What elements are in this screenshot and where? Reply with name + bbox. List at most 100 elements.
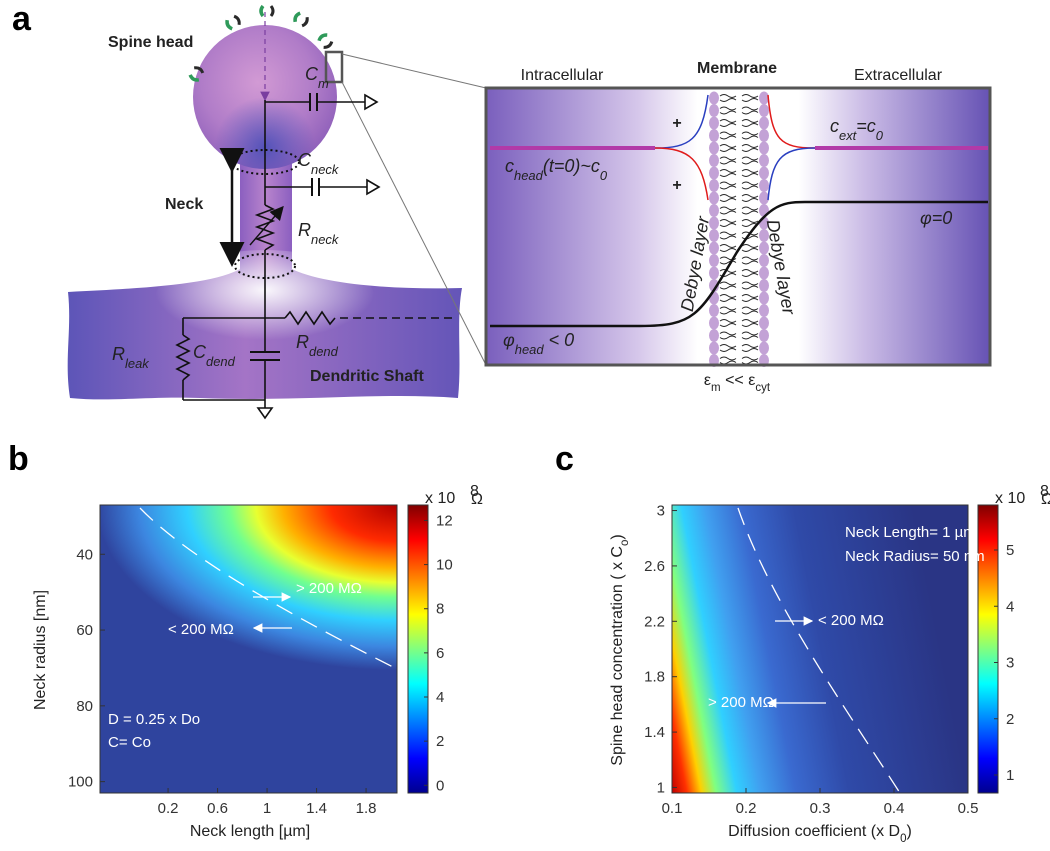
x-tick-label: 0.5 (958, 800, 979, 817)
text-part: b (8, 440, 29, 478)
text-part: Diffusion coefficient (x D (728, 823, 900, 840)
y-axis-label: Spine head concentration ( x Co) (609, 534, 631, 765)
annotation: D = 0.25 x Do (108, 711, 200, 728)
subscript: head (515, 342, 545, 357)
text-part: D = 0.25 x Do (108, 711, 200, 728)
lipid-head (759, 266, 769, 280)
lipid-head (709, 304, 719, 317)
lipid-head (709, 316, 719, 330)
subscript: m (711, 382, 721, 394)
receptor-part (317, 33, 328, 42)
potential-curve (490, 200, 988, 328)
lipid-head (709, 229, 719, 242)
lipid-head (709, 216, 719, 230)
neck-boundary (234, 253, 296, 279)
text-part: Neck Radius= 50 nm (845, 548, 985, 565)
y-tick-label: 2.6 (644, 558, 665, 575)
lipid-head (709, 104, 719, 117)
text-part: c (505, 156, 514, 176)
subscript: 0 (600, 168, 608, 183)
colorbar-unit: Ω (471, 491, 483, 508)
subscript: 0 (876, 128, 884, 143)
text-part: Neck (165, 196, 203, 213)
lipid-tail (719, 356, 759, 365)
text-part: C (193, 342, 207, 362)
lipid-head (709, 116, 719, 130)
receptor-part (233, 14, 241, 26)
c-ext-label: cext=c0 (830, 116, 884, 143)
text-part: Neck radius [nm] (32, 590, 49, 710)
text-part: x 10 (425, 490, 455, 507)
panel-label: b (8, 440, 29, 478)
text-part: + (672, 115, 681, 132)
annotation: C= Co (108, 734, 151, 751)
spine-head-label: Spine head (108, 34, 193, 51)
subscript: neck (311, 232, 340, 247)
receptor-part (225, 19, 233, 31)
resistor-r-dend (284, 310, 336, 326)
subscript: m (318, 76, 329, 91)
colorbar (977, 504, 999, 794)
heatmap (100, 505, 397, 793)
lipid-head (709, 266, 719, 280)
text-part: φ=0 (920, 208, 952, 228)
x-tick-label: 1 (263, 800, 271, 817)
colorbar-exponent: 8 (470, 483, 479, 500)
lipid-tail (719, 156, 759, 165)
x-tick-label: 1.8 (356, 800, 377, 817)
subscript: cyt (755, 382, 771, 394)
subscript: 0 (900, 833, 906, 845)
shaft-label: Dendritic Shaft (310, 368, 424, 385)
colorbar-tick-label: 0 (436, 777, 444, 794)
lipid-head (759, 129, 769, 142)
colorbar-unit: Ω (1041, 491, 1050, 508)
text-part: ε (704, 372, 711, 389)
lipid-tail (719, 294, 759, 302)
text-part: C (298, 150, 312, 170)
colorbar-tick-label: 6 (436, 645, 444, 662)
colorbar-tick-label: 5 (1006, 542, 1014, 559)
plot-frame (99, 504, 398, 794)
receptor-part (301, 16, 309, 28)
colorbar-tick-label: 2 (436, 733, 444, 750)
lipid-head (709, 329, 719, 342)
lipid-head (759, 241, 769, 255)
annotation: Neck Length= 1 µm (845, 524, 976, 541)
zoom-line (341, 53, 487, 89)
x-axis-label: Neck length [µm] (190, 823, 310, 840)
lipid-tail (719, 181, 759, 190)
circuit-label: Rdend (296, 332, 339, 359)
y-tick-label: 1.4 (644, 724, 665, 741)
colorbar-tick-label: 12 (436, 512, 453, 529)
y-tick-label: 40 (76, 546, 93, 563)
lipid-tail (719, 244, 759, 252)
colorbar (407, 504, 429, 794)
lipid-head (759, 166, 769, 180)
text-part: ) (907, 823, 912, 840)
lipid-head (709, 279, 719, 292)
lipid-tail (719, 206, 759, 215)
text-part: Ω (471, 491, 483, 508)
subscript: head (514, 168, 544, 183)
y-tick-label: 2.2 (644, 613, 665, 630)
colorbar-tick-label: 1 (1006, 767, 1014, 784)
lipid-head (759, 304, 769, 317)
lipid-head (709, 254, 719, 267)
x-tick-label: 0.1 (662, 800, 683, 817)
colorbar-exponent: 8 (1040, 483, 1049, 500)
phi-head-label: φhead < 0 (503, 330, 574, 357)
x-tick-label: 0.2 (158, 800, 179, 817)
lipid-head (759, 104, 769, 117)
subscript: o (619, 540, 631, 546)
lipid-tail (719, 331, 759, 340)
lipid-tail (719, 194, 759, 202)
x-tick-label: 0.2 (736, 800, 757, 817)
text-part: Spine head (108, 34, 193, 51)
lipid-head (759, 291, 769, 305)
plus-sign: + (672, 177, 681, 194)
receptor (188, 66, 205, 82)
text-part: a (12, 0, 32, 38)
annotation: > 200 MΩ (708, 694, 774, 711)
x-tick-label: 0.6 (207, 800, 228, 817)
